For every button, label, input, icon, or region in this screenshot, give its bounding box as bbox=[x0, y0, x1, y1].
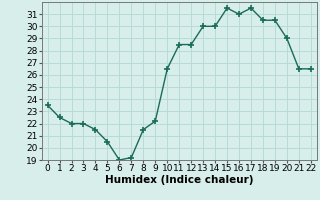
X-axis label: Humidex (Indice chaleur): Humidex (Indice chaleur) bbox=[105, 175, 253, 185]
